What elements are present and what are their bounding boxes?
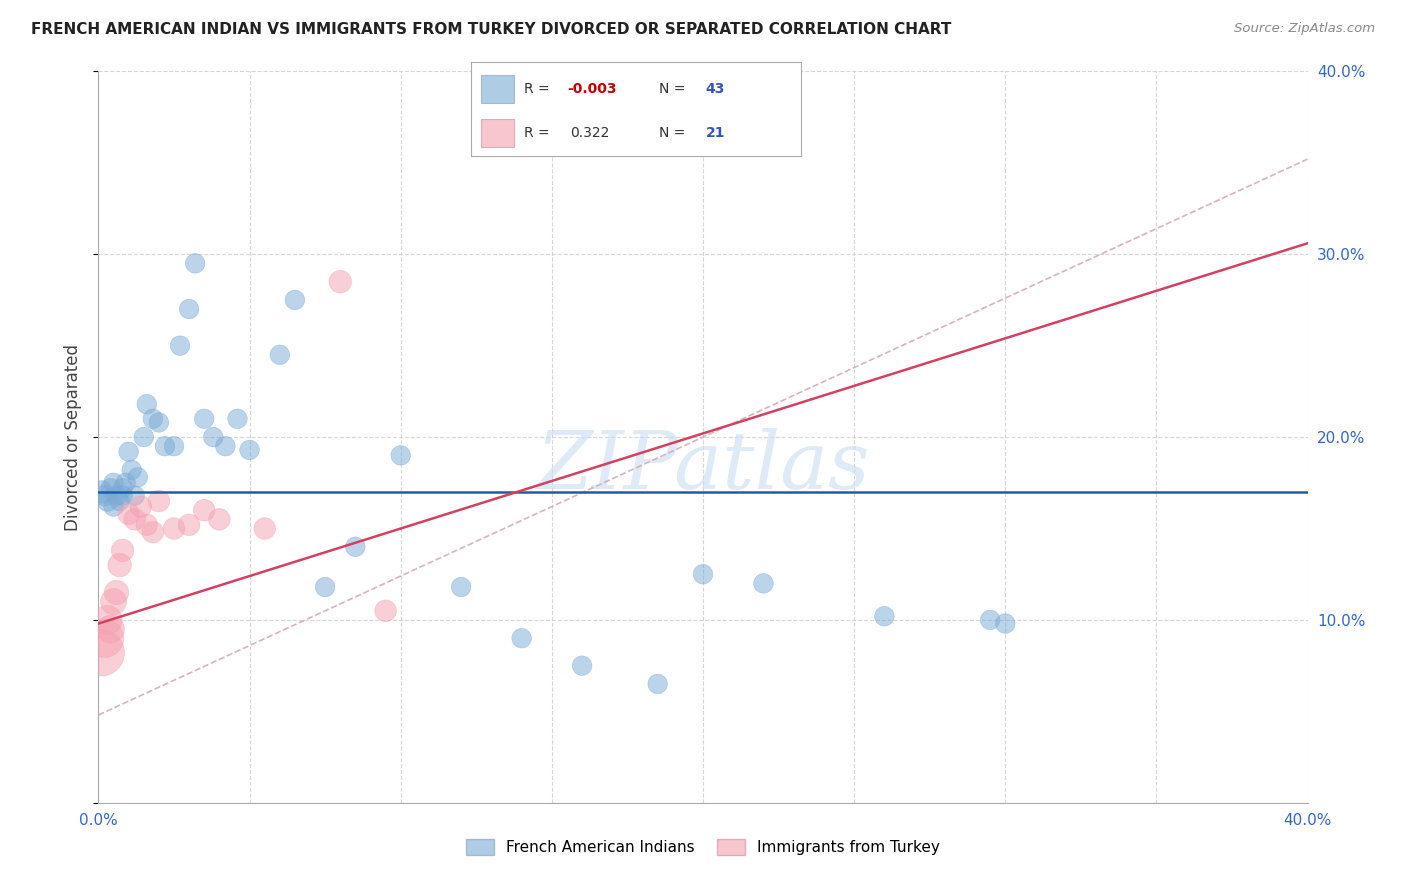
Point [142,525,165,540]
Point [121,463,143,477]
Point [226,412,249,426]
Point [148,494,170,508]
Point [163,439,186,453]
Point [284,293,307,307]
Text: ZIPatlas: ZIPatlas [536,427,870,505]
Text: R =: R = [524,126,558,140]
Point [103,594,125,608]
Point [184,256,207,270]
Point [179,517,201,532]
Point [100,622,122,636]
Point [202,430,225,444]
Text: N =: N = [659,82,690,95]
Text: 43: 43 [706,82,725,95]
Text: 21: 21 [706,126,725,140]
Point [105,489,128,503]
Point [135,397,157,411]
Point [108,494,131,508]
Point [118,444,141,458]
Point [132,430,155,444]
Y-axis label: Divorced or Separated: Divorced or Separated [65,343,83,531]
FancyBboxPatch shape [481,119,515,147]
Point [93,632,115,646]
Point [127,470,149,484]
Point [374,604,396,618]
Point [208,512,231,526]
Point [142,412,165,426]
Point [647,677,669,691]
Point [118,507,141,521]
Text: N =: N = [659,126,690,140]
Text: 0.322: 0.322 [571,126,610,140]
Point [90,646,112,660]
Point [163,521,186,535]
Point [124,512,146,526]
Point [329,275,352,289]
Point [979,613,1001,627]
Point [105,585,128,599]
Point [129,500,152,514]
Point [114,475,136,490]
Point [100,481,122,495]
Point [253,521,276,535]
Point [169,338,191,352]
Point [103,475,125,490]
Point [239,442,262,457]
Point [214,439,236,453]
Point [103,500,125,514]
Point [450,580,472,594]
Text: FRENCH AMERICAN INDIAN VS IMMIGRANTS FROM TURKEY DIVORCED OR SEPARATED CORRELATI: FRENCH AMERICAN INDIAN VS IMMIGRANTS FRO… [31,22,952,37]
Point [510,632,533,646]
Point [692,567,714,582]
Point [873,609,896,624]
Text: -0.003: -0.003 [567,82,616,95]
Point [179,301,201,317]
FancyBboxPatch shape [481,75,515,103]
Point [269,348,291,362]
Point [153,439,176,453]
Point [752,576,775,591]
Point [344,540,367,554]
Point [571,658,593,673]
Point [111,481,134,495]
Point [314,580,336,594]
Point [193,412,215,426]
Point [90,485,112,500]
Point [96,613,118,627]
Point [148,416,170,430]
Point [93,489,115,503]
Point [108,558,131,573]
Point [193,503,215,517]
Point [111,543,134,558]
Text: R =: R = [524,82,554,95]
Point [124,489,146,503]
Legend: French American Indians, Immigrants from Turkey: French American Indians, Immigrants from… [460,833,946,861]
Point [135,517,157,532]
Text: Source: ZipAtlas.com: Source: ZipAtlas.com [1234,22,1375,36]
Point [111,489,134,503]
Point [96,494,118,508]
Point [994,616,1017,631]
Point [389,448,412,462]
